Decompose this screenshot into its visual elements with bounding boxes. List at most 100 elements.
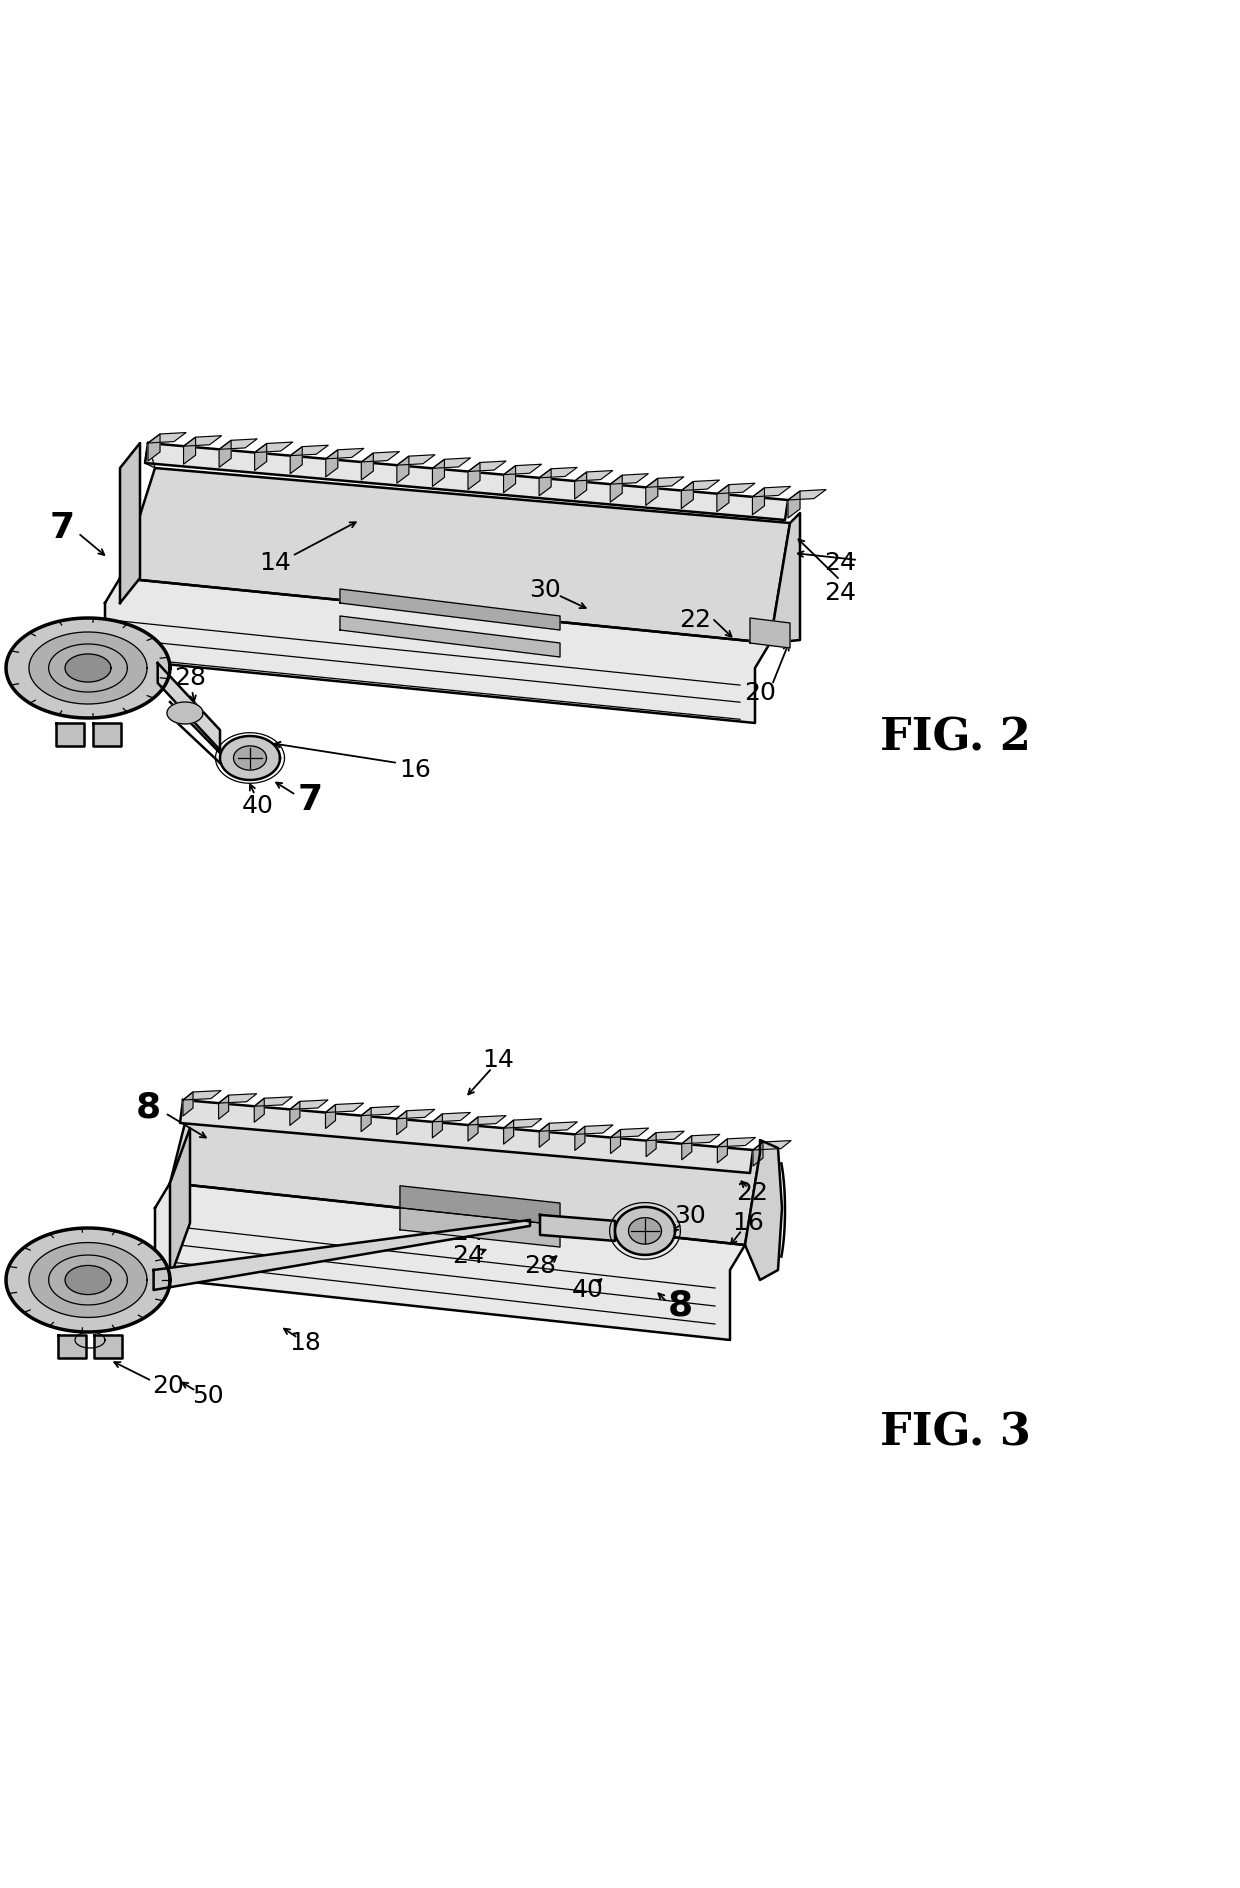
Text: 30: 30 — [529, 578, 560, 602]
Polygon shape — [155, 1184, 745, 1340]
Polygon shape — [184, 1091, 193, 1116]
Polygon shape — [467, 1116, 506, 1125]
Polygon shape — [610, 476, 622, 502]
Polygon shape — [218, 1095, 228, 1120]
Polygon shape — [539, 1121, 578, 1131]
Polygon shape — [574, 472, 587, 498]
Polygon shape — [401, 1186, 560, 1225]
Text: 28: 28 — [174, 666, 206, 689]
Polygon shape — [433, 1114, 443, 1138]
Polygon shape — [615, 1206, 675, 1256]
Polygon shape — [167, 702, 203, 723]
Polygon shape — [170, 1127, 190, 1278]
Text: 30: 30 — [675, 1205, 706, 1227]
Polygon shape — [94, 1335, 122, 1357]
Polygon shape — [325, 1104, 336, 1129]
Polygon shape — [610, 474, 649, 483]
Text: 7: 7 — [298, 784, 322, 818]
Polygon shape — [254, 444, 267, 470]
Polygon shape — [503, 466, 516, 493]
Polygon shape — [433, 459, 444, 487]
Text: 7: 7 — [50, 512, 74, 546]
Polygon shape — [433, 1112, 470, 1121]
Text: 24: 24 — [453, 1222, 484, 1244]
Polygon shape — [6, 617, 170, 717]
Polygon shape — [219, 736, 280, 780]
Polygon shape — [397, 455, 435, 464]
Polygon shape — [29, 632, 148, 704]
Polygon shape — [646, 478, 683, 487]
Polygon shape — [610, 1129, 649, 1137]
Polygon shape — [290, 446, 329, 455]
Text: 14: 14 — [482, 1048, 513, 1072]
Polygon shape — [646, 1131, 684, 1140]
Polygon shape — [681, 480, 719, 491]
Text: 24: 24 — [453, 1244, 484, 1269]
Polygon shape — [397, 1110, 407, 1135]
Text: 14: 14 — [259, 551, 291, 576]
Polygon shape — [682, 1137, 692, 1159]
Polygon shape — [539, 468, 577, 478]
Text: 8: 8 — [667, 1290, 693, 1323]
Polygon shape — [539, 1214, 615, 1240]
Polygon shape — [610, 1129, 620, 1154]
Text: 22: 22 — [737, 1182, 768, 1205]
Text: 40: 40 — [572, 1278, 604, 1303]
Polygon shape — [29, 1242, 148, 1318]
Polygon shape — [467, 463, 480, 489]
Text: 24: 24 — [825, 551, 856, 576]
Polygon shape — [753, 1140, 791, 1150]
Polygon shape — [753, 487, 764, 515]
Polygon shape — [433, 459, 470, 468]
Polygon shape — [539, 468, 551, 497]
Polygon shape — [340, 589, 560, 631]
Polygon shape — [717, 485, 729, 512]
Polygon shape — [787, 489, 826, 500]
Polygon shape — [180, 1101, 190, 1123]
Text: FIG. 3: FIG. 3 — [880, 1412, 1030, 1454]
Polygon shape — [218, 1093, 257, 1103]
Polygon shape — [64, 653, 110, 682]
Polygon shape — [64, 1265, 110, 1295]
Text: 20: 20 — [153, 1374, 184, 1397]
Polygon shape — [718, 1137, 755, 1146]
Polygon shape — [575, 1125, 613, 1135]
Polygon shape — [145, 444, 155, 468]
Polygon shape — [58, 1335, 86, 1357]
Polygon shape — [154, 1220, 529, 1290]
Text: 16: 16 — [732, 1210, 764, 1235]
Polygon shape — [219, 438, 257, 449]
Polygon shape — [120, 444, 140, 602]
Polygon shape — [575, 1127, 585, 1150]
Polygon shape — [326, 449, 337, 478]
Polygon shape — [787, 491, 800, 517]
Polygon shape — [233, 746, 267, 770]
Text: FIG. 2: FIG. 2 — [880, 717, 1030, 759]
Text: 8: 8 — [135, 1091, 160, 1125]
Text: 40: 40 — [242, 795, 274, 818]
Polygon shape — [467, 461, 506, 472]
Polygon shape — [682, 1135, 719, 1144]
Polygon shape — [467, 1118, 477, 1140]
Polygon shape — [48, 644, 128, 693]
Polygon shape — [717, 483, 755, 493]
Text: 22: 22 — [680, 608, 711, 632]
Text: 24: 24 — [825, 582, 856, 604]
Polygon shape — [745, 1140, 782, 1280]
Text: 20: 20 — [744, 682, 776, 704]
Polygon shape — [574, 470, 613, 481]
Polygon shape — [105, 578, 770, 723]
Polygon shape — [361, 1106, 399, 1116]
Polygon shape — [770, 514, 800, 644]
Polygon shape — [254, 442, 293, 453]
Polygon shape — [753, 487, 790, 497]
Polygon shape — [718, 1138, 728, 1163]
Polygon shape — [184, 1091, 221, 1101]
Polygon shape — [361, 1108, 371, 1131]
Polygon shape — [397, 1110, 435, 1120]
Text: 16: 16 — [399, 757, 432, 782]
Polygon shape — [750, 617, 790, 648]
Polygon shape — [93, 723, 122, 746]
Polygon shape — [397, 457, 409, 483]
Text: 50: 50 — [192, 1384, 223, 1408]
